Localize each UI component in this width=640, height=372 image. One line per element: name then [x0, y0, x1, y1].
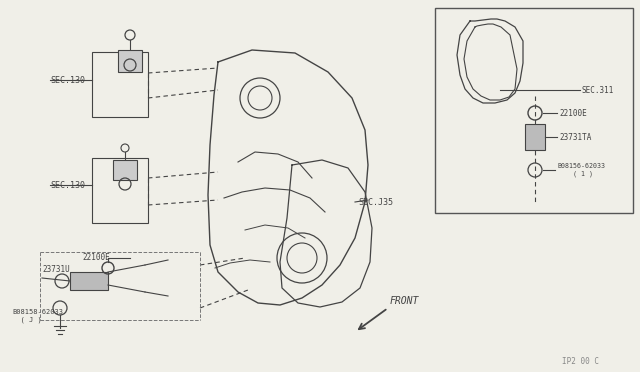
- Bar: [525, 124, 545, 150]
- Text: 23731TA: 23731TA: [559, 132, 591, 141]
- Text: SEC.311: SEC.311: [582, 86, 614, 94]
- Text: SEC.J35: SEC.J35: [358, 198, 393, 206]
- Text: 22100E: 22100E: [559, 109, 587, 118]
- Text: 23731U: 23731U: [42, 266, 70, 275]
- Bar: [435, 8, 633, 213]
- Bar: [92, 52, 148, 117]
- Bar: [113, 160, 137, 180]
- Text: IP2 00 C: IP2 00 C: [562, 357, 599, 366]
- Text: B08158-62033
  ( J ): B08158-62033 ( J ): [12, 309, 63, 323]
- Text: 22100E: 22100E: [82, 253, 109, 263]
- Bar: [70, 272, 108, 290]
- Text: B08156-62033
    ( 1 ): B08156-62033 ( 1 ): [557, 163, 605, 177]
- Bar: [92, 158, 148, 223]
- Text: SEC.130: SEC.130: [50, 180, 85, 189]
- Text: SEC.130: SEC.130: [50, 76, 85, 84]
- Bar: [118, 50, 142, 72]
- Text: FRONT: FRONT: [390, 296, 419, 306]
